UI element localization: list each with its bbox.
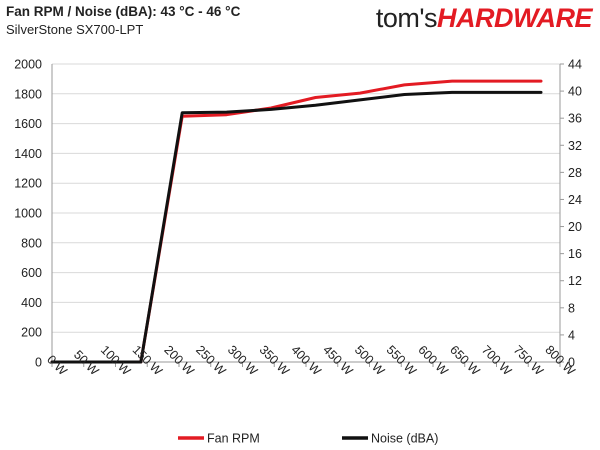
x-tick-label: 400 W [288,343,324,379]
left-tick-label: 800 [21,236,42,250]
right-tick-label: 40 [568,85,582,99]
x-tick-label: 650 W [447,343,483,379]
right-tick-label: 16 [568,247,582,261]
right-tick-label: 32 [568,139,582,153]
grid-lines [52,63,560,333]
brand-logo: tom'sHARDWARE [375,3,593,34]
brand-logo-part1: tom's [375,3,438,33]
right-tick-label: 44 [568,58,582,72]
chart-title: Fan RPM / Noise (dBA): 43 °C - 46 °C [6,4,241,19]
x-tick-label: 250 W [193,343,229,379]
legend-label: Noise (dBA) [371,432,438,446]
left-axis-ticks: 0 200 400 600 800 1000 1200 1400 1600 1800 2000 [14,58,42,370]
legend-label: Fan RPM [207,432,260,446]
left-tick-label: 600 [21,266,42,280]
x-tick-label: 100 W [98,343,134,379]
right-tick-label: 20 [568,220,582,234]
x-tick-label: 700 W [479,343,515,379]
left-tick-label: 1000 [14,207,42,221]
x-tick-label: 200 W [161,343,197,379]
right-tick-label: 12 [568,274,582,288]
right-tick-label: 4 [568,328,575,342]
left-tick-label: 1800 [14,87,42,101]
right-tick-label: 0 [568,356,575,370]
x-tick-label: 0 W [44,352,70,378]
left-tick-label: 2000 [14,58,42,72]
right-tick-label: 36 [568,112,582,126]
brand-logo-part2: HARDWARE [437,3,593,33]
left-tick-label: 200 [21,326,42,340]
legend: Fan RPM Noise (dBA) [178,432,438,446]
x-tick-label: 600 W [415,343,451,379]
x-tick-label: 550 W [384,343,420,379]
chart-subtitle: SilverStone SX700-LPT [6,22,144,37]
x-tick-label: 500 W [352,343,388,379]
x-tick-label: 150 W [130,343,166,379]
left-tick-label: 1200 [14,177,42,191]
x-tick-label: 300 W [225,343,261,379]
left-tick-label: 0 [35,356,42,370]
x-tick-label: 350 W [257,343,293,379]
left-tick-label: 1400 [14,147,42,161]
left-tick-label: 1600 [14,117,42,131]
series-lines [50,79,543,364]
noise-line [50,90,543,364]
x-tick-label: 450 W [320,343,356,379]
right-tick-label: 8 [568,301,575,315]
right-tick-label: 28 [568,166,582,180]
left-tick-label: 400 [21,296,42,310]
right-tick-label: 24 [568,193,582,207]
axes [51,63,564,367]
right-axis-ticks: 0 4 8 12 16 20 24 28 32 36 40 44 [568,58,582,370]
x-tick-label: 750 W [511,343,547,379]
